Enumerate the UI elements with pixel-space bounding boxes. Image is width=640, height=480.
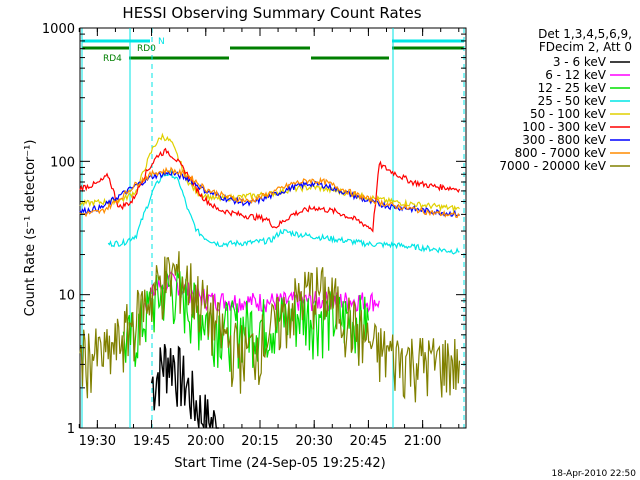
y-axis-label: Count Rate (s⁻¹ detector⁻¹) xyxy=(23,140,38,317)
x-tick-label: 20:30 xyxy=(295,434,332,449)
y-tick-label: 1 xyxy=(67,422,75,437)
legend-label-4: 50 - 100 keV xyxy=(530,107,607,121)
plot-frame xyxy=(79,27,467,429)
series-line-6 xyxy=(79,170,460,217)
series-line-8 xyxy=(79,251,461,403)
y-tick-label: 10 xyxy=(58,289,75,304)
legend-label-7: 800 - 7000 keV xyxy=(515,146,607,160)
flag-label-rd0: RD0 xyxy=(137,44,156,54)
footnote-timestamp: 18-Apr-2010 22:50 xyxy=(552,469,637,479)
x-tick-label: 19:30 xyxy=(79,434,116,449)
legend-label-0: 3 - 6 keV xyxy=(553,55,607,69)
series-line-7 xyxy=(79,166,460,219)
y-tick-label: 1000 xyxy=(42,22,75,37)
legend-label-8: 7000 - 20000 keV xyxy=(499,159,606,173)
series-line-4 xyxy=(79,132,460,214)
x-tick-label: 19:45 xyxy=(133,434,170,449)
legend-label-3: 25 - 50 keV xyxy=(538,94,607,108)
x-tick-label: 21:00 xyxy=(404,434,441,449)
series-line-0 xyxy=(150,344,219,429)
legend-label-5: 100 - 300 keV xyxy=(522,120,606,134)
series-group xyxy=(79,132,461,429)
flag-label-rd4: RD4 xyxy=(103,54,122,64)
x-tick-label: 20:15 xyxy=(241,434,278,449)
axis-ticks: 19:30 19:45 20:00 20:15 20:30 20:45 21:00 1 10 10… xyxy=(42,22,466,449)
x-axis-label: Start Time (24-Sep-05 19:25:42) xyxy=(174,456,385,471)
legend-header-line-2: FDecim 2, Att 0 xyxy=(539,40,632,54)
series-line-5 xyxy=(79,147,461,233)
flag-label-n: N xyxy=(158,37,165,47)
legend-label-2: 12 - 25 keV xyxy=(538,81,607,95)
x-tick-label: 20:45 xyxy=(350,434,387,449)
legend-label-6: 300 - 800 keV xyxy=(522,133,606,147)
series-line-3 xyxy=(107,169,460,255)
legend-label-1: 6 - 12 keV xyxy=(545,68,607,82)
legend-header-line-1: Det 1,3,4,5,6,9, xyxy=(538,27,632,41)
chart-title: HESSI Observing Summary Count Rates xyxy=(122,4,421,22)
x-tick-label: 20:00 xyxy=(187,434,224,449)
y-tick-label: 100 xyxy=(50,155,75,170)
